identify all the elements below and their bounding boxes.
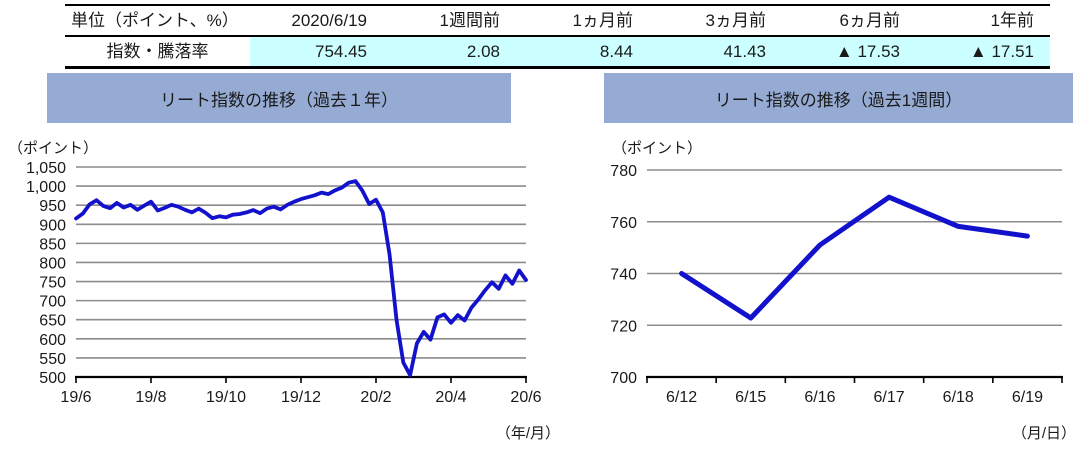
y-axis-tick-label: 1,000 [26, 179, 66, 196]
x-axis-unit-label: （年/月） [496, 425, 560, 442]
y-axis-tick-label: 850 [39, 236, 66, 253]
x-axis-tick-label: 20/2 [360, 389, 391, 406]
y-axis-tick-label: 500 [39, 370, 66, 387]
y-axis-tick-label: 800 [39, 255, 66, 272]
summary-table: 単位（ポイント、%） 2020/6/19 1週間前 1ヵ月前 3ヵ月前 6ヵ月前… [65, 4, 1050, 69]
y-axis-tick-label: 650 [39, 313, 66, 330]
x-axis-tick-label: 19/8 [135, 389, 166, 406]
y-axis-unit-label: （ポイント） [8, 140, 98, 157]
table-header-date: 2020/6/19 [250, 5, 383, 37]
y-axis-tick-label: 700 [610, 370, 637, 387]
x-axis-tick-label: 19/10 [206, 389, 246, 406]
table-header-1month: 1ヵ月前 [516, 5, 649, 37]
line-chart-1week: 780 760 740 720 700 6/12 6/15 6/16 6/17 6/18 6/19 （… [610, 140, 1076, 442]
y-axis-tick-label: 600 [39, 332, 66, 349]
table-header-1week: 1週間前 [383, 5, 516, 37]
index-price-line [679, 194, 1030, 321]
value-1year-change: ▲ 17.51 [916, 36, 1050, 68]
y-axis-tick-label: 760 [610, 215, 637, 232]
value-latest: 754.45 [250, 36, 383, 68]
x-axis-tick-label: 6/19 [1012, 389, 1043, 406]
y-axis-tick-label: 550 [39, 351, 66, 368]
x-axis-tick-label: 6/18 [943, 389, 974, 406]
table-header-unit: 単位（ポイント、%） [65, 5, 250, 37]
y-axis-tick-label: 780 [610, 163, 637, 180]
chart-title-1week: リート指数の推移（過去1週間） [604, 73, 1073, 123]
x-axis-tick-label: 6/15 [735, 389, 766, 406]
x-axis-tick-label: 19/6 [60, 389, 91, 406]
x-axis-tick-label: 6/17 [874, 389, 905, 406]
y-axis-tick-label: 1,050 [26, 160, 66, 177]
table-data-row: 指数・騰落率 754.45 2.08 8.44 41.43 ▲ 17.53 ▲ … [65, 36, 1050, 68]
value-1month-change: 8.44 [516, 36, 649, 68]
y-axis-tick-label: 700 [39, 294, 66, 311]
x-axis-tick-label: 6/12 [666, 389, 697, 406]
x-axis-tick-label: 6/16 [804, 389, 835, 406]
value-1week-change: 2.08 [383, 36, 516, 68]
y-axis-tick-label: 750 [39, 275, 66, 292]
index-price-line [74, 179, 528, 378]
x-axis-unit-label: （月/日） [1012, 425, 1076, 442]
value-6month-change: ▲ 17.53 [782, 36, 916, 68]
y-axis-tick-label: 950 [39, 198, 66, 215]
table-header-6month: 6ヵ月前 [782, 5, 916, 37]
row-label-index-change: 指数・騰落率 [106, 42, 209, 61]
chart-title-1year: リート指数の推移（過去１年） [47, 73, 511, 123]
line-chart-1year: 1,050 1,000 950 900 850 800 750 700 650 600 550 500… [8, 140, 560, 442]
y-axis-unit-label: （ポイント） [612, 140, 702, 157]
x-axis-tick-label: 20/6 [510, 389, 541, 406]
y-axis-tick-label: 720 [610, 318, 637, 335]
y-axis-tick-label: 900 [39, 217, 66, 234]
value-3month-change: 41.43 [649, 36, 782, 68]
x-axis-tick-label: 19/12 [281, 389, 321, 406]
table-header-3month: 3ヵ月前 [649, 5, 782, 37]
x-axis-tick-label: 20/4 [435, 389, 466, 406]
y-axis-tick-label: 740 [610, 267, 637, 284]
table-header-1year: 1年前 [916, 5, 1050, 37]
table-header-row: 単位（ポイント、%） 2020/6/19 1週間前 1ヵ月前 3ヵ月前 6ヵ月前… [65, 5, 1050, 37]
